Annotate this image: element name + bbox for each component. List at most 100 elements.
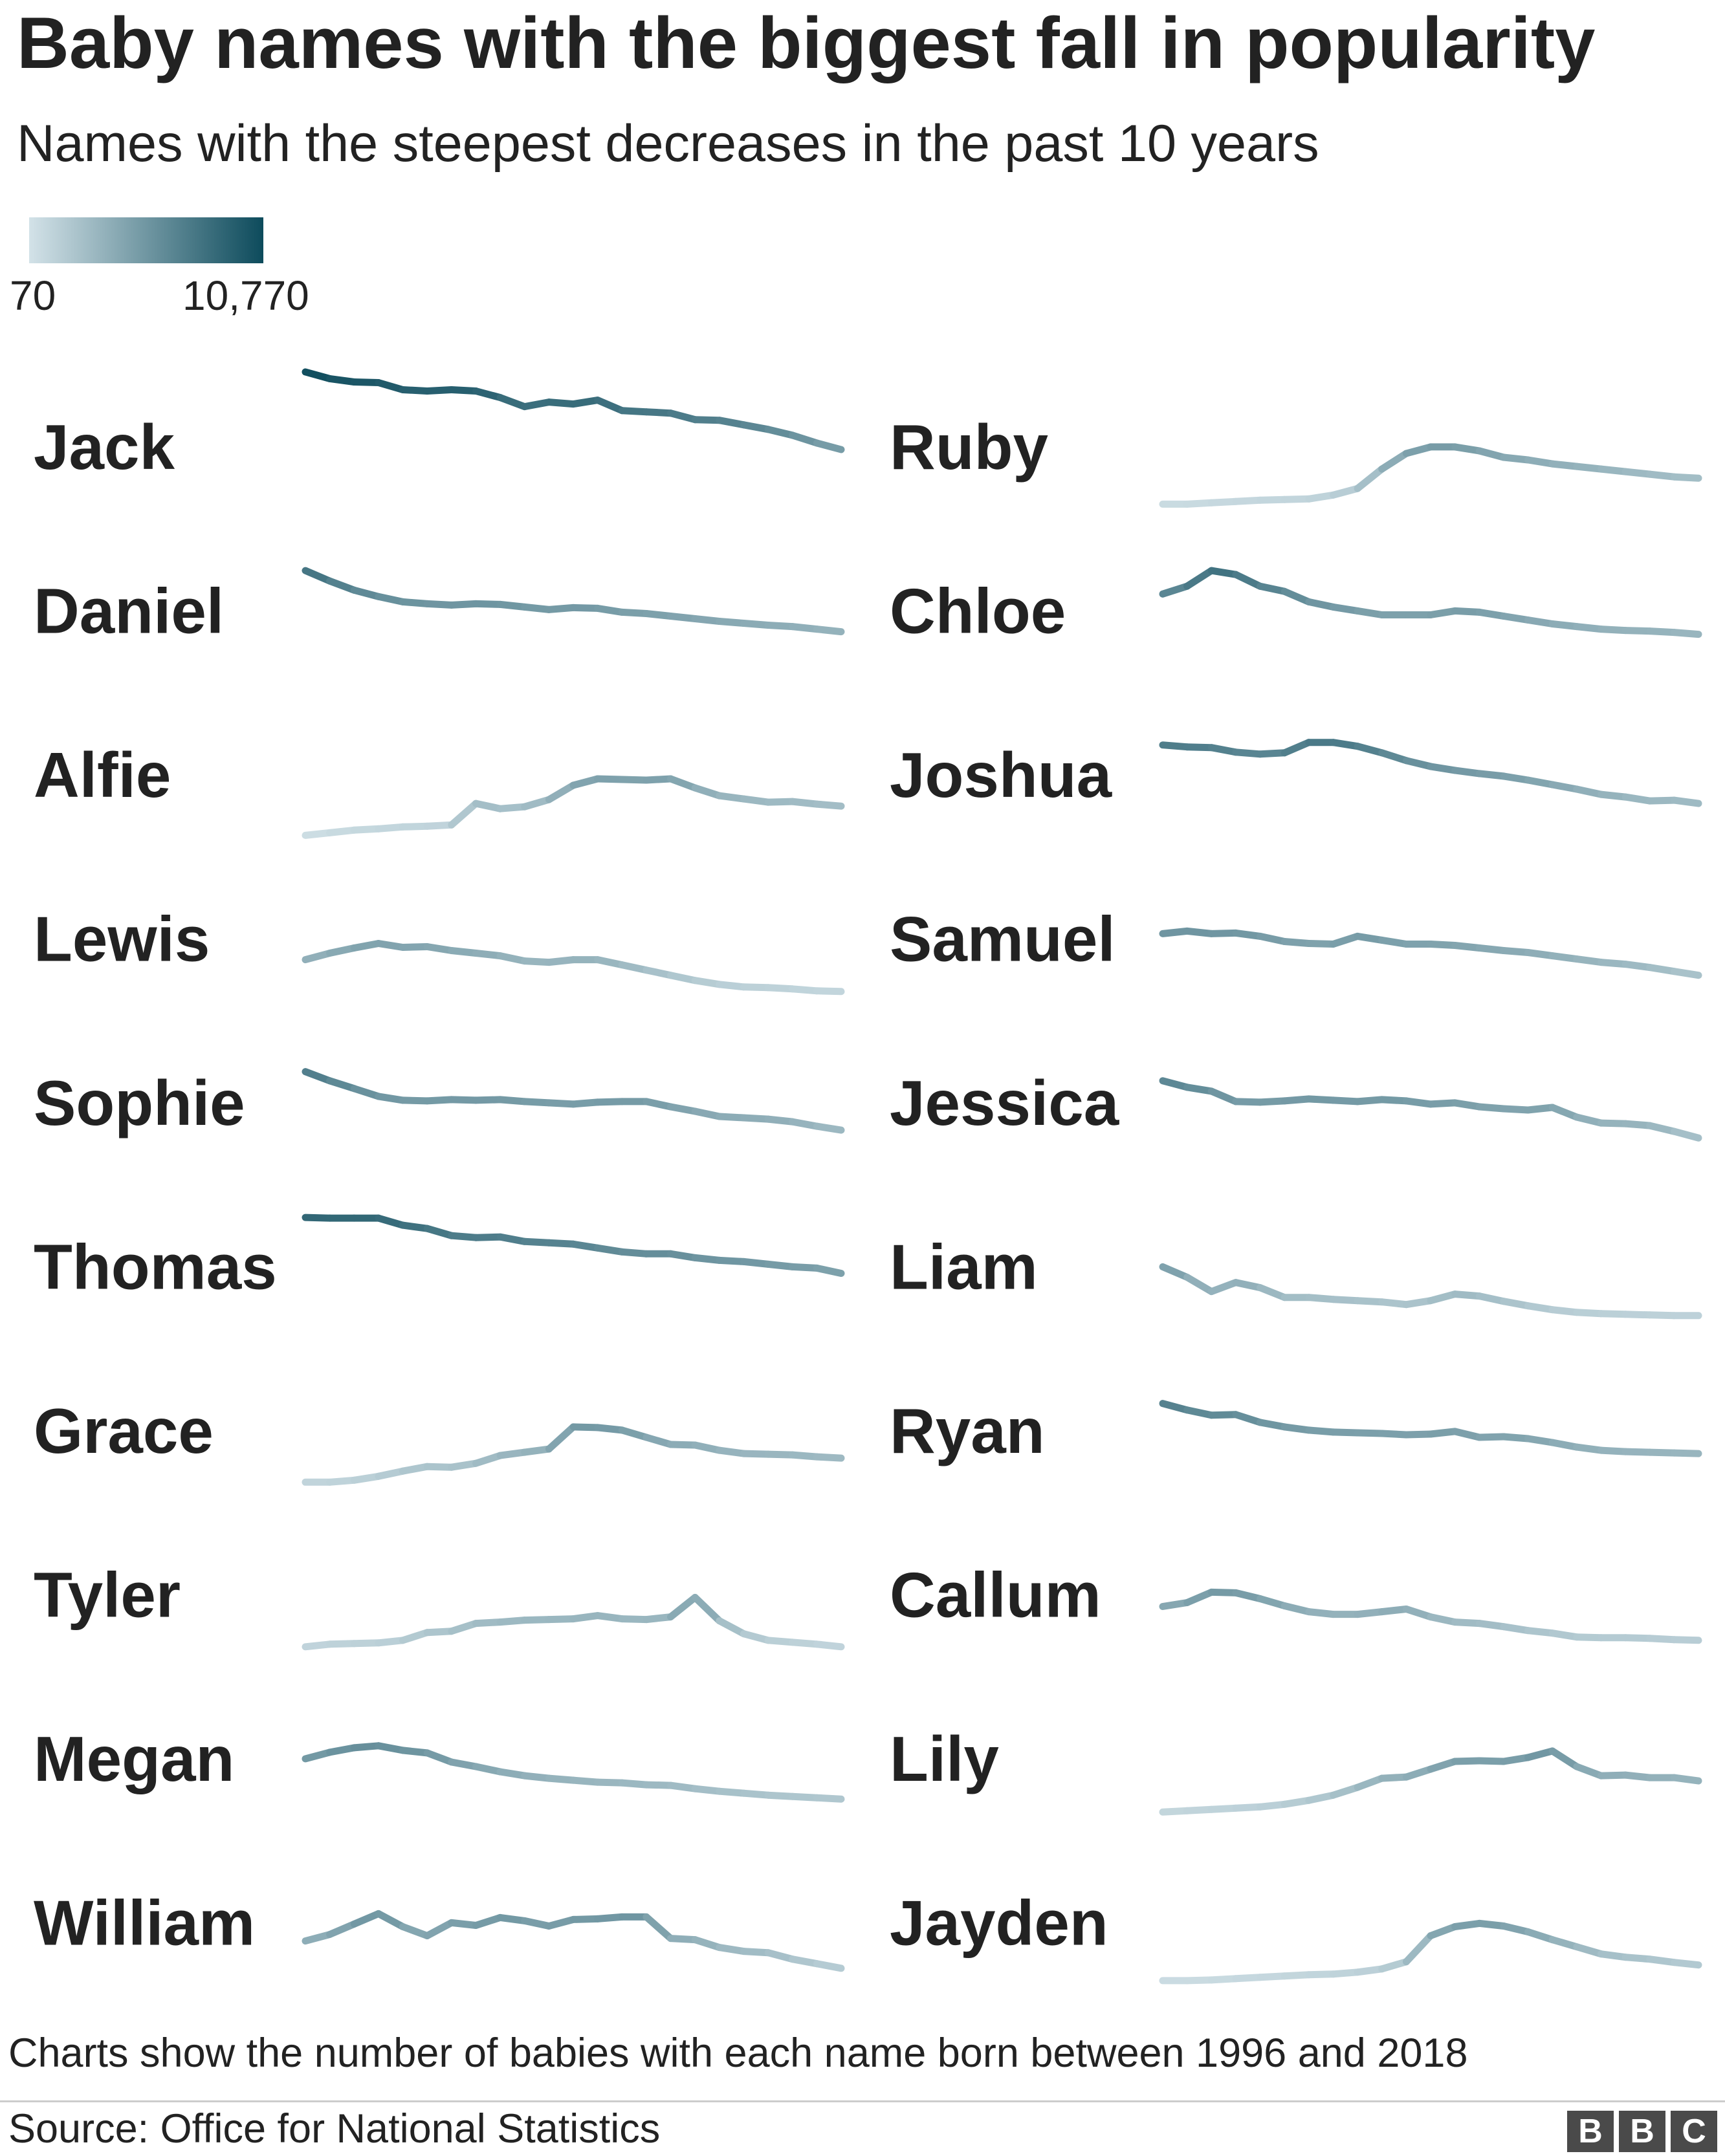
name-label-chloe: Chloe xyxy=(890,576,1066,647)
line-segment-lewis xyxy=(789,985,820,995)
line-segment-thomas xyxy=(740,1258,772,1268)
line-segment-tyler xyxy=(472,1618,504,1628)
line-segment-lewis xyxy=(764,984,797,993)
line-segment-ruby xyxy=(1646,470,1678,481)
line-segment-jessica xyxy=(1670,1127,1702,1142)
line-segment-william xyxy=(740,1948,772,1957)
line-segment-daniel xyxy=(302,567,334,585)
line-segment-daniel xyxy=(569,604,602,612)
line-segment-lily xyxy=(1670,1774,1702,1785)
line-segment-ruby xyxy=(1257,495,1288,504)
line-segment-liam xyxy=(1646,1311,1678,1320)
line-segment-chloe xyxy=(1500,613,1532,624)
line-segment-jessica xyxy=(1427,1099,1459,1108)
line-segment-samuel xyxy=(1257,932,1288,945)
line-segment-william xyxy=(472,1913,504,1929)
line-segment-thomas xyxy=(667,1250,699,1261)
line-segment-lewis xyxy=(423,943,456,954)
line-segment-alfie xyxy=(667,775,699,792)
line-segment-samuel xyxy=(1280,938,1313,947)
line-segment-joshua xyxy=(1330,739,1361,750)
line-segment-sophie xyxy=(521,1098,553,1107)
line-segment-jayden xyxy=(1257,1972,1288,1981)
line-segment-jayden xyxy=(1232,1974,1264,1983)
line-segment-jessica xyxy=(1378,1096,1410,1105)
line-segment-megan xyxy=(716,1787,747,1797)
line-segment-william xyxy=(545,1915,577,1930)
line-segment-tyler xyxy=(764,1637,797,1646)
line-segment-ryan xyxy=(1670,1449,1702,1457)
line-segment-sophie xyxy=(375,1093,406,1104)
line-segment-alfie xyxy=(448,800,479,829)
line-segment-tyler xyxy=(740,1630,772,1644)
line-segment-ryan xyxy=(1573,1443,1605,1454)
line-segment-ruby xyxy=(1232,496,1264,505)
line-segment-tyler xyxy=(716,1617,747,1638)
line-segment-ruby xyxy=(1305,491,1337,503)
line-segment-joshua xyxy=(1207,744,1240,756)
line-segment-chloe xyxy=(1524,616,1556,627)
line-segment-thomas xyxy=(399,1221,431,1232)
line-segment-daniel xyxy=(789,623,820,633)
line-segment-megan xyxy=(326,1744,358,1756)
line-segment-jessica xyxy=(1598,1119,1629,1127)
line-segment-tyler xyxy=(302,1640,334,1651)
line-segment-joshua xyxy=(1500,772,1532,784)
line-segment-jack xyxy=(302,368,334,382)
line-segment-grace xyxy=(691,1441,723,1454)
line-segment-callum xyxy=(1159,1599,1191,1610)
line-segment-chloe xyxy=(1548,620,1581,631)
line-segment-callum xyxy=(1207,1588,1240,1596)
line-segment-lewis xyxy=(545,956,577,966)
line-segment-tyler xyxy=(496,1617,529,1626)
line-segment-alfie xyxy=(545,781,577,803)
line-segment-liam xyxy=(1305,1294,1337,1303)
line-segment-sophie xyxy=(813,1122,845,1134)
line-segment-chloe xyxy=(1475,608,1508,620)
line-segment-jack xyxy=(618,407,650,416)
line-segment-grace xyxy=(472,1452,504,1467)
line-segment-sophie xyxy=(496,1096,529,1105)
footnote: Charts show the number of babies with ea… xyxy=(8,2031,1468,2076)
legend-max-label: 10,770 xyxy=(182,272,309,319)
line-segment-megan xyxy=(569,1776,602,1786)
line-segment-sophie xyxy=(667,1103,699,1115)
name-label-ryan: Ryan xyxy=(890,1395,1045,1466)
line-segment-jessica xyxy=(1402,1097,1434,1108)
line-segment-tyler xyxy=(448,1620,479,1635)
line-segment-joshua xyxy=(1159,741,1191,751)
line-segment-lily xyxy=(1598,1771,1629,1780)
line-segment-lewis xyxy=(618,961,650,974)
line-segment-ryan xyxy=(1548,1439,1581,1451)
line-segment-chloe xyxy=(1305,598,1337,611)
line-segment-joshua xyxy=(1427,763,1459,774)
small-multiples-chart: Jack Ruby Daniel Chloe Alfie Joshua Lewis Samue… xyxy=(34,368,1702,1985)
line-segment-lily xyxy=(1427,1758,1459,1773)
line-segment-joshua xyxy=(1378,749,1410,765)
line-segment-daniel xyxy=(691,615,723,625)
line-segment-daniel xyxy=(716,618,747,627)
line-segment-callum xyxy=(1475,1620,1508,1631)
line-segment-jayden xyxy=(1524,1928,1556,1944)
line-segment-megan xyxy=(691,1785,723,1795)
line-segment-jack xyxy=(716,417,747,429)
line-segment-lewis xyxy=(643,966,674,979)
line-segment-william xyxy=(375,1910,406,1930)
line-segment-jayden xyxy=(1207,1975,1240,1984)
name-label-liam: Liam xyxy=(890,1232,1038,1303)
line-segment-lily xyxy=(1232,1803,1264,1812)
line-segment-daniel xyxy=(399,598,431,607)
line-segment-william xyxy=(789,1955,820,1968)
line-segment-jessica xyxy=(1475,1103,1508,1113)
name-label-joshua: Joshua xyxy=(890,739,1113,811)
line-segment-alfie xyxy=(740,795,772,806)
line-segment-daniel xyxy=(375,593,406,605)
line-segment-joshua xyxy=(1232,748,1264,758)
line-segment-daniel xyxy=(448,600,479,609)
bbc-logo-letter: C xyxy=(1671,2111,1717,2152)
line-segment-ryan xyxy=(1257,1419,1288,1431)
line-segment-callum xyxy=(1402,1606,1434,1621)
name-label-william: William xyxy=(34,1888,255,1959)
line-segment-alfie xyxy=(813,800,845,810)
line-segment-alfie xyxy=(643,775,674,784)
